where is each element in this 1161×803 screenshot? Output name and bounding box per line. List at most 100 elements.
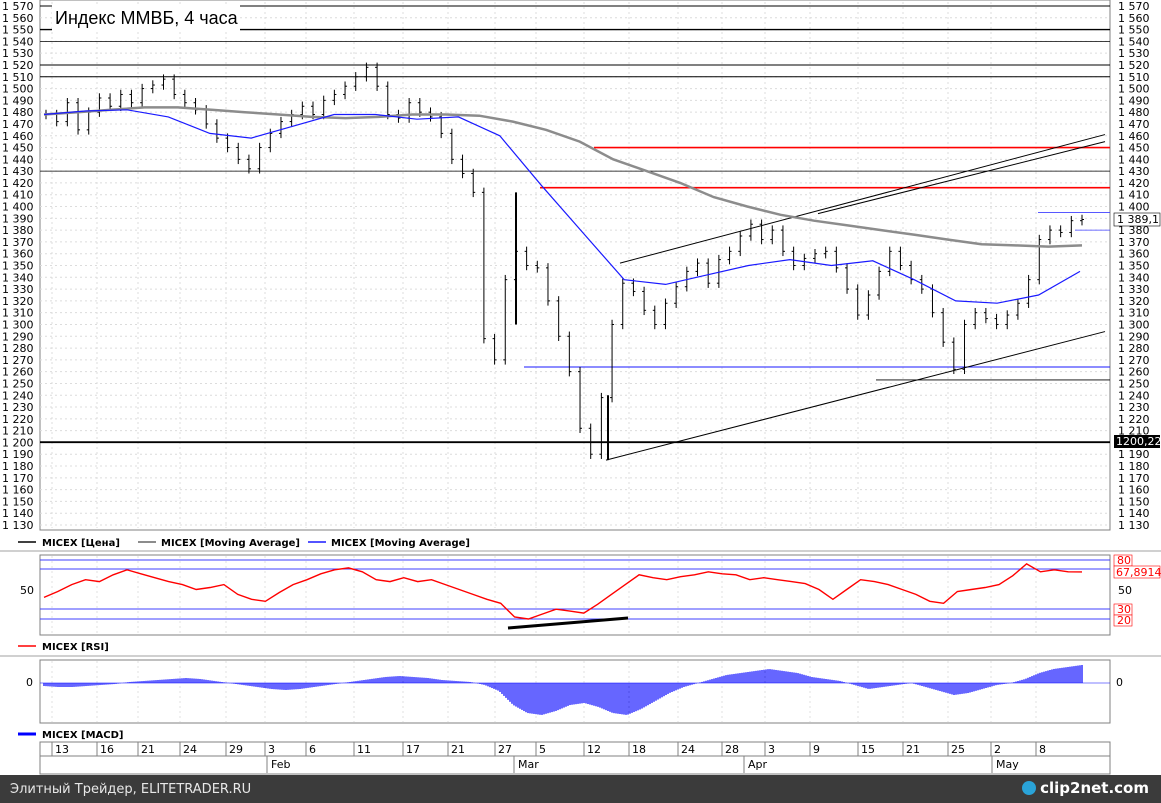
price-candles: [44, 62, 1084, 461]
y-tick-label-right: 1 240: [1118, 389, 1150, 402]
y-tick-label-right: 1 360: [1118, 248, 1150, 261]
clip2net-logo: clip2net.com: [1022, 779, 1149, 797]
month-label: Feb: [271, 758, 290, 771]
y-tick-label-left: 1 570: [2, 0, 34, 13]
rsi-grid: [51, 556, 1037, 634]
y-tick-label-right: 1 250: [1118, 377, 1150, 390]
y-tick-label-right: 1 510: [1118, 71, 1150, 84]
rsi-divergence-line: [507, 616, 629, 630]
moving-average-blue-line: [43, 109, 1081, 304]
date-tick-label: 3: [768, 743, 775, 756]
y-tick-label-right: 1 480: [1118, 106, 1150, 119]
y-tick-label-right: 1 270: [1118, 354, 1150, 367]
trend-lines: [605, 134, 1106, 461]
date-tick-label: 5: [539, 743, 546, 756]
macd-zero-right: 0: [1116, 676, 1123, 689]
y-tick-label-left: 1 520: [2, 59, 34, 72]
clip2net-logo-icon: [1022, 781, 1037, 795]
y-tick-label-right: 1 320: [1118, 295, 1150, 308]
date-tick-label: 24: [183, 743, 197, 756]
y-tick-label-left: 1 400: [2, 201, 34, 214]
date-tick-label: 27: [498, 743, 512, 756]
y-tick-label-left: 1 530: [2, 47, 34, 60]
y-tick-label-left: 1 330: [2, 283, 34, 296]
y-tick-label-left: 1 180: [2, 460, 34, 473]
y-tick-label-left: 1 350: [2, 260, 34, 273]
y-tick-label-left: 1 490: [2, 94, 34, 107]
y-tick-label-left: 1 540: [2, 35, 34, 48]
date-tick-label: 17: [406, 743, 420, 756]
date-tick-label: 6: [309, 743, 316, 756]
rsi-last-box: [1113, 565, 1161, 579]
date-axis-labels: 13 16 21 24 29 3 6 11 17 21 27 5 12 18 24 28 3 9 15 21 25 2 8: [51, 742, 1046, 756]
date-tick-label: 29: [229, 743, 243, 756]
clip2net-logo-text: clip2net.com: [1040, 779, 1149, 797]
y-tick-label-left: 1 460: [2, 130, 34, 143]
rsi-left-tick-50: 50: [20, 584, 34, 597]
month-axis-labels: Feb Mar Apr May: [266, 756, 1019, 773]
footer-bar: Элитный Трейдер, ELITETRADER.RU clip2net…: [0, 775, 1161, 803]
y-tick-label-right: 1 330: [1118, 283, 1150, 296]
y-tick-label-left: 1 410: [2, 189, 34, 202]
y-tick-label-right: 1 260: [1118, 366, 1150, 379]
rsi-last-label: 67,8914: [1116, 566, 1161, 579]
y-tick-label-right: 1 290: [1118, 330, 1150, 343]
y-tick-label-left: 1 260: [2, 366, 34, 379]
y-tick-label-right: 1 400: [1118, 201, 1150, 214]
y-tick-label-left: 1 440: [2, 153, 34, 166]
y-tick-label-left: 1 130: [2, 519, 34, 532]
macd-zero-left: 0: [26, 676, 33, 689]
y-tick-label-right: 1 230: [1118, 401, 1150, 414]
y-tick-label-left: 1 310: [2, 307, 34, 320]
footer-site-text: Элитный Трейдер, ELITETRADER.RU: [10, 782, 252, 797]
y-tick-label-right: 1 430: [1118, 165, 1150, 178]
rsi-80-label: 80: [1117, 554, 1131, 567]
y-tick-label-left: 1 450: [2, 142, 34, 155]
rsi-20-label: 20: [1117, 614, 1131, 627]
y-tick-label-left: 1 360: [2, 248, 34, 261]
date-tick-label: 15: [861, 743, 875, 756]
y-tick-label-left: 1 340: [2, 271, 34, 284]
y-tick-label-left: 1 150: [2, 495, 34, 508]
y-tick-label-right: 1 340: [1118, 271, 1150, 284]
y-tick-label-left: 1 210: [2, 425, 34, 438]
y-tick-label-right: 1 500: [1118, 83, 1150, 96]
y-tick-label-right: 1 520: [1118, 59, 1150, 72]
date-tick-label: 8: [1039, 743, 1046, 756]
trend-line: [605, 331, 1106, 461]
y-tick-label-right: 1 370: [1118, 236, 1150, 249]
y-tick-label-right: 1 280: [1118, 342, 1150, 355]
y-tick-label-left: 1 290: [2, 330, 34, 343]
macd-grid: [51, 661, 1037, 722]
month-label: May: [996, 758, 1019, 771]
date-tick-label: 18: [632, 743, 646, 756]
legend-ma-blue-label: MICEX [Moving Average]: [331, 538, 470, 549]
last-price-label: 1 389,1: [1117, 213, 1159, 226]
support-level-box: [1114, 435, 1160, 448]
y-tick-label-right: 1 150: [1118, 495, 1150, 508]
y-tick-label-right: 1 140: [1118, 507, 1150, 520]
y-tick-label-left: 1 390: [2, 212, 34, 225]
y-tick-label-right: 1 460: [1118, 130, 1150, 143]
y-tick-label-right: 1 180: [1118, 460, 1150, 473]
legend-price-label: MICEX [Цена]: [42, 538, 120, 549]
y-tick-label-left: 1 160: [2, 484, 34, 497]
y-tick-label-left: 1 430: [2, 165, 34, 178]
trend-line: [619, 134, 1106, 264]
date-tick-label: 9: [813, 743, 820, 756]
y-tick-label-right: 1 220: [1118, 413, 1150, 426]
support-level-label: 1200,22: [1116, 435, 1161, 448]
y-tick-label-left: 1 470: [2, 118, 34, 131]
date-tick-label: 12: [587, 743, 601, 756]
y-tick-label-left: 1 380: [2, 224, 34, 237]
y-tick-label-right: 1 380: [1118, 224, 1150, 237]
y-tick-label-right: 1 570: [1118, 0, 1150, 13]
y-tick-label-left: 1 280: [2, 342, 34, 355]
y-tick-label-right: 1 170: [1118, 472, 1150, 485]
y-tick-label-right: 1 190: [1118, 448, 1150, 461]
date-tick-label: 28: [725, 743, 739, 756]
date-tick-label: 21: [141, 743, 155, 756]
y-tick-label-left: 1 370: [2, 236, 34, 249]
y-tick-label-left: 1 500: [2, 83, 34, 96]
